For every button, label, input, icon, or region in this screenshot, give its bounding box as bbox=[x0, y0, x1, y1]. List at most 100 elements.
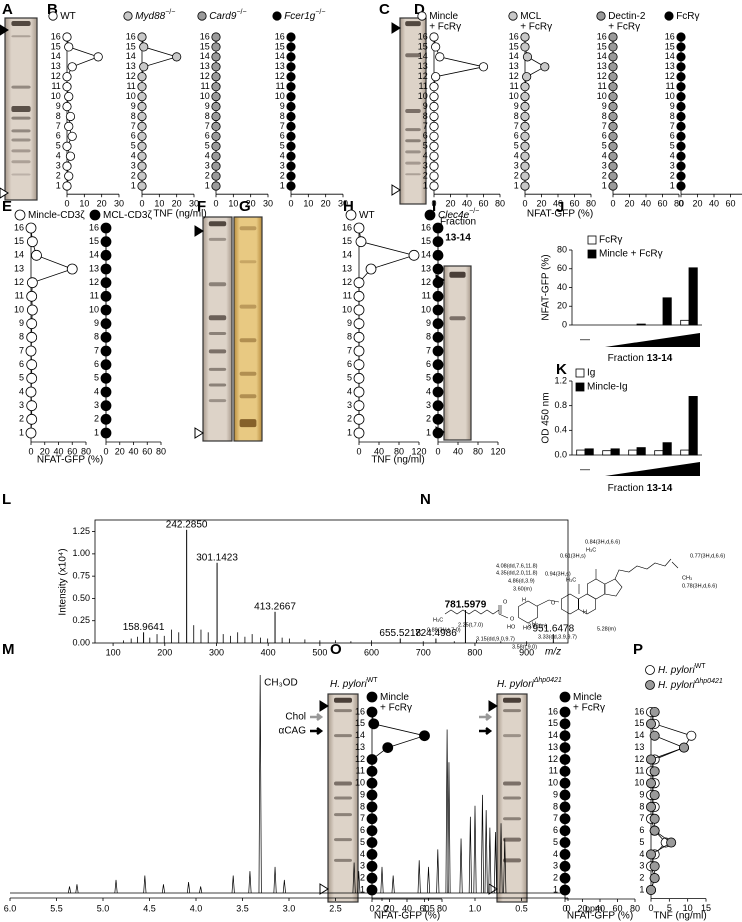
fraction-dot bbox=[559, 742, 571, 753]
fraction-dot bbox=[353, 386, 365, 398]
x-axis-title-part: Fraction bbox=[608, 483, 644, 494]
fraction-number: 9 bbox=[205, 101, 210, 111]
fraction-dot bbox=[100, 277, 112, 289]
legend-label: Clec4e−/− bbox=[438, 208, 479, 221]
legend-label-part: WT bbox=[60, 11, 76, 22]
atom-label: H₃C bbox=[433, 617, 443, 623]
fraction-dot bbox=[419, 730, 430, 742]
fraction-line bbox=[141, 36, 179, 186]
legend-label-part: −/− bbox=[236, 9, 246, 16]
fraction-number: 14 bbox=[665, 51, 675, 61]
fraction-dot bbox=[649, 790, 660, 801]
fraction-dot bbox=[676, 131, 686, 141]
atom-label: H₃C bbox=[566, 577, 576, 583]
gel-arrow bbox=[310, 727, 324, 735]
peak-label: 301.1423 bbox=[196, 552, 238, 563]
x-tick-label: 60 bbox=[612, 903, 622, 913]
fraction-number: 7 bbox=[360, 813, 365, 823]
fraction-number: 12 bbox=[548, 754, 558, 764]
fraction-dot bbox=[211, 101, 221, 112]
x-tick-label: 0.5 bbox=[515, 903, 528, 913]
bar bbox=[688, 396, 698, 456]
x-tick-label: 60 bbox=[419, 903, 429, 913]
legend-label-part: H. pylori bbox=[658, 680, 695, 691]
fraction-number: 2 bbox=[19, 414, 24, 424]
fraction-number: 9 bbox=[94, 318, 99, 328]
nmr-assignment: 3.33(dd,3.9,9.7) bbox=[538, 634, 577, 640]
fraction-number: 1 bbox=[347, 427, 352, 437]
legend-label-part: MCL bbox=[520, 11, 542, 22]
x-axis-title-part: Fraction bbox=[608, 353, 644, 364]
fraction-number: 8 bbox=[131, 111, 136, 121]
fraction-dot bbox=[676, 42, 686, 52]
fraction-number: 8 bbox=[19, 332, 24, 342]
fraction-number: 13 bbox=[355, 742, 365, 752]
x-tick-label: 60 bbox=[657, 199, 667, 209]
fraction-dot bbox=[608, 32, 618, 42]
fraction-dot bbox=[137, 171, 147, 181]
fraction-number: 12 bbox=[597, 71, 607, 81]
fraction-number: 6 bbox=[131, 131, 136, 141]
fraction-dot bbox=[137, 32, 147, 42]
x-axis-title: TNF (ng/ml) bbox=[371, 455, 424, 466]
fraction-number: 10 bbox=[342, 304, 352, 314]
fraction-number: 1 bbox=[514, 180, 519, 190]
fraction-dot bbox=[64, 92, 74, 102]
gel-marker bbox=[319, 883, 329, 895]
strain-title-part: H. pylori bbox=[497, 679, 534, 690]
legend-symbol bbox=[596, 11, 606, 21]
x-tick-label: 500 bbox=[312, 647, 327, 657]
fraction-dot bbox=[100, 413, 112, 425]
bar bbox=[636, 323, 646, 326]
fraction-dot bbox=[559, 730, 571, 742]
fraction-dot bbox=[608, 121, 618, 132]
y-tick-label: 1.25 bbox=[72, 526, 90, 536]
fraction-number: 9 bbox=[426, 318, 431, 328]
fraction-dot bbox=[649, 873, 660, 884]
nmr-peak bbox=[484, 810, 488, 894]
fraction-dot bbox=[408, 249, 420, 261]
legend-symbol bbox=[366, 691, 378, 703]
fraction-number: 13 bbox=[634, 742, 644, 752]
fraction-number: 8 bbox=[56, 111, 61, 121]
gel-band bbox=[208, 383, 227, 387]
fraction-dot bbox=[429, 101, 439, 112]
fraction-dot bbox=[676, 92, 686, 102]
legend-symbol bbox=[89, 209, 101, 221]
x-tick-label: 60 bbox=[67, 446, 77, 456]
fraction-number: 6 bbox=[94, 359, 99, 369]
x-tick-label: 120 bbox=[490, 446, 505, 456]
peak-label: 413.2667 bbox=[254, 601, 296, 612]
fraction-number: 2 bbox=[639, 873, 644, 883]
gel-band bbox=[503, 781, 521, 786]
fraction-label: Fraction bbox=[440, 217, 476, 228]
gel-band bbox=[449, 316, 466, 321]
fraction-dot bbox=[211, 82, 221, 92]
fraction-number: 15 bbox=[355, 718, 365, 728]
fraction-number: 5 bbox=[56, 141, 61, 151]
fraction-dot bbox=[520, 121, 530, 132]
fraction-number: 15 bbox=[418, 41, 428, 51]
fraction-number: 3 bbox=[423, 161, 428, 171]
dose-ramp bbox=[605, 333, 700, 347]
fraction-number: 2 bbox=[347, 414, 352, 424]
fraction-number: 13 bbox=[421, 263, 431, 273]
fraction-number: 13 bbox=[51, 61, 61, 71]
gel-band bbox=[208, 331, 227, 335]
peak-label: 158.9641 bbox=[123, 622, 165, 633]
fraction-number: 7 bbox=[670, 121, 675, 131]
fraction-dot bbox=[211, 181, 221, 191]
x-tick-label: 900 bbox=[519, 647, 534, 657]
legend-label-part: Myd88 bbox=[135, 11, 165, 22]
fraction-number: 11 bbox=[275, 81, 284, 91]
bond bbox=[536, 599, 560, 607]
gel-band bbox=[334, 838, 352, 842]
x-tick-label: 0 bbox=[369, 903, 374, 913]
fraction-dot bbox=[366, 789, 378, 801]
legend-label: WT bbox=[359, 210, 375, 221]
fraction-number: 11 bbox=[90, 291, 99, 301]
fraction-dot bbox=[26, 304, 38, 316]
gel-band bbox=[405, 21, 421, 27]
gel-band bbox=[208, 237, 227, 241]
fraction-number: 16 bbox=[126, 31, 136, 41]
